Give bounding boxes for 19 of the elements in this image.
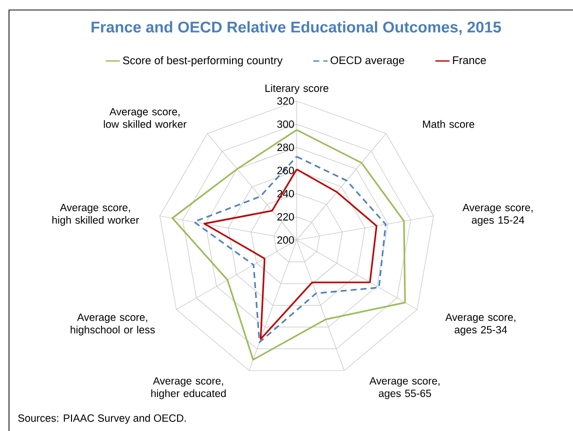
- legend-label: OECD average: [330, 56, 404, 66]
- spoke-label: Average score, higher educated: [151, 377, 226, 400]
- y-tick-label: 200: [277, 236, 294, 244]
- legend-label: Score of best-performing country: [122, 56, 283, 66]
- spoke-label: Average score, low skilled worker: [104, 108, 186, 128]
- y-tick-label: 280: [277, 144, 294, 152]
- spoke-label: Math score: [423, 120, 474, 128]
- spoke-label: Literary score: [265, 84, 328, 94]
- spoke-label: Average score, ages 25-34: [445, 314, 516, 336]
- y-tick-label: 300: [277, 120, 294, 128]
- legend-label: France: [453, 56, 486, 64]
- spoke-label: Average score, ages 15-24: [462, 204, 533, 226]
- source-note: Sources: PIAAC Survey and OECD.: [18, 414, 186, 424]
- y-tick-label: 220: [277, 213, 294, 221]
- spoke-label: Average score, ages 55-65: [369, 377, 440, 400]
- spoke-label: Average score, highschool or less: [70, 314, 155, 336]
- y-tick-label: 320: [277, 97, 294, 105]
- spoke-label: Average score, high skilled worker: [52, 204, 139, 226]
- chart-title: France and OECD Relative Educational Outcomes, 2015: [92, 21, 502, 35]
